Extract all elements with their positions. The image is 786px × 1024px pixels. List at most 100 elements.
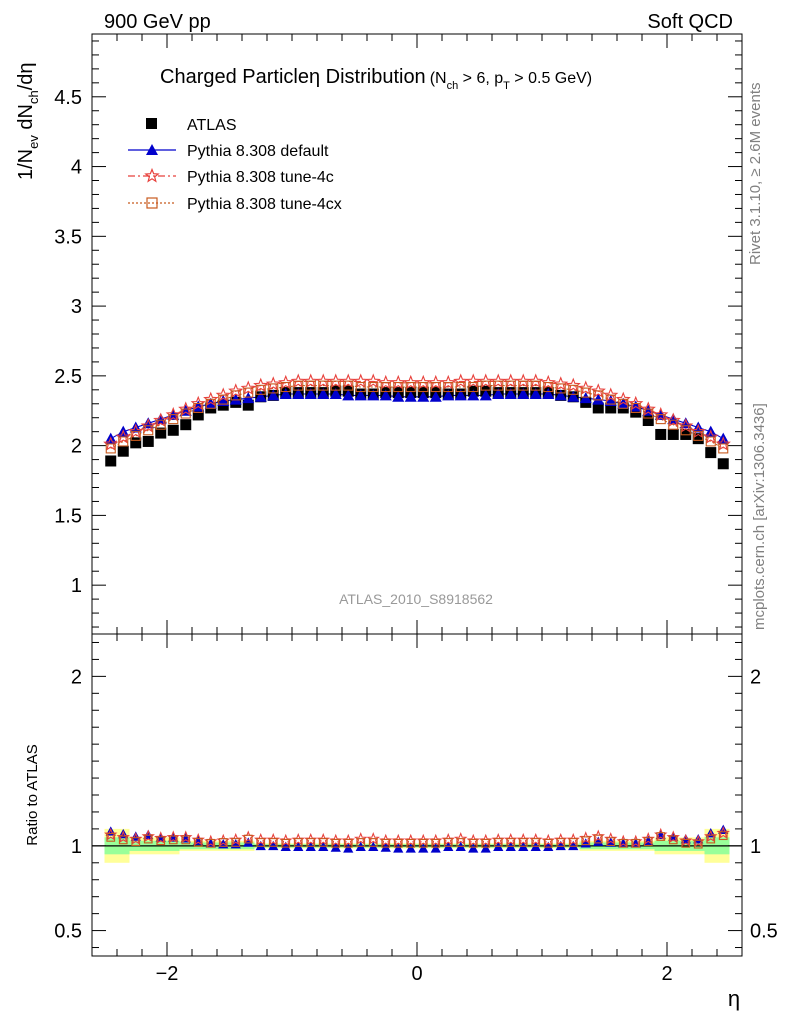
main-point-series-1 (229, 393, 242, 405)
main-point-series-2 (503, 373, 519, 388)
main-point-series-1 (442, 389, 455, 401)
ylabel-sub-b: ch (26, 90, 41, 104)
main-point-series-1 (254, 390, 267, 402)
main-point-series-2 (440, 374, 456, 390)
title-main: Charged Particleη Distribution (160, 66, 426, 88)
main-point-series-3 (618, 398, 629, 409)
main-point-series-2 (415, 374, 431, 390)
ratio-point-series-2 (356, 838, 366, 847)
main-point-series-1 (542, 388, 555, 399)
main-point-series-3 (518, 380, 529, 391)
main-point-series-2 (215, 387, 231, 402)
ratio-point-series-2 (618, 838, 628, 848)
main-point-series-3 (418, 381, 429, 393)
main-point-series-2 (528, 373, 544, 388)
main-point-series-2 (403, 374, 419, 390)
main-point-series-2 (615, 391, 631, 407)
ratio-point-series-2 (493, 838, 503, 847)
main-point-series-1 (379, 389, 392, 401)
ratio-point-series-2 (218, 838, 228, 847)
main-point-series-3 (268, 383, 279, 394)
main-point-series-0 (142, 435, 154, 447)
main-point-series-3 (105, 443, 116, 454)
ratio-point-series-2 (381, 838, 391, 848)
main-point-series-2 (453, 373, 469, 388)
main-point-series-3 (543, 381, 554, 393)
main-point-series-3 (430, 381, 441, 393)
main-point-series-2 (428, 374, 444, 390)
main-point-series-3 (580, 387, 591, 398)
main-point-series-0 (180, 419, 192, 431)
main-point-series-3 (218, 394, 229, 405)
ratio-point-series-0 (430, 843, 441, 853)
analysis-watermark: ATLAS_2010_S8918562 (339, 591, 493, 607)
main-point-series-2 (628, 395, 644, 411)
main-ylabel: 1/Nev dNch/dη (15, 62, 41, 180)
main-point-series-1 (429, 390, 442, 402)
ratio-point-series-2 (293, 838, 303, 847)
ratio-point-series-2 (481, 838, 491, 848)
ratio-point-series-0 (243, 837, 254, 847)
main-point-series-1 (217, 394, 230, 406)
main-point-series-0 (705, 447, 717, 459)
main-point-series-2 (465, 373, 481, 388)
main-point-series-1 (267, 389, 280, 401)
ratio-point-series-2 (531, 838, 541, 847)
main-point-series-3 (355, 381, 366, 393)
main-point-series-0 (642, 415, 654, 427)
main-point-series-2 (553, 376, 569, 391)
main-point-series-2 (640, 401, 656, 416)
main-point-series-3 (243, 387, 254, 398)
main-point-series-2 (240, 380, 256, 395)
ratio-series-markers (104, 824, 730, 853)
main-point-series-3 (655, 414, 666, 425)
legend-label-default: Pythia 8.308 default (187, 143, 329, 160)
ratio-point-series-1 (454, 832, 468, 845)
ratio-point-series-2 (306, 838, 316, 847)
ratio-point-series-0 (418, 843, 429, 853)
ratio-point-series-0 (393, 843, 404, 853)
main-point-series-2 (565, 377, 581, 393)
ratio-point-series-0 (593, 836, 604, 846)
legend-marker-tune4cx (146, 197, 158, 209)
ratio-point-series-2 (343, 838, 353, 848)
ratio-point-series-2 (193, 838, 203, 847)
main-point-series-2 (278, 374, 294, 390)
legend-label-tune4cx: Pythia 8.308 tune-4cx (187, 196, 342, 213)
main-point-series-1 (517, 388, 530, 399)
main-point-series-0 (667, 428, 679, 440)
ylabel-sub-a: ev (26, 135, 41, 149)
ratio-point-series-2 (668, 835, 678, 845)
main-point-series-1 (554, 389, 567, 401)
ratio-point-series-2 (393, 838, 403, 848)
legend-marker-tune4c (144, 167, 160, 183)
main-point-series-3 (605, 394, 616, 405)
title-cond-open: (N (430, 70, 447, 87)
rivet-label: Rivet 3.1.10, ≥ 2.6M events (747, 83, 764, 266)
ratio-y-tick-label: 2 (71, 666, 82, 688)
main-point-series-1 (342, 389, 355, 401)
header-right: Soft QCD (647, 11, 733, 33)
main-point-series-3 (530, 380, 541, 391)
main-point-series-1 (404, 390, 417, 402)
main-point-series-3 (343, 380, 354, 391)
main-point-series-2 (690, 423, 706, 439)
ratio-point-series-2 (556, 838, 566, 847)
main-point-series-3 (643, 408, 654, 419)
main-point-series-3 (130, 430, 141, 441)
main-point-series-3 (405, 381, 416, 393)
ratio-y-tick-label: 1 (71, 836, 82, 858)
main-point-series-1 (592, 393, 605, 405)
main-point-series-2 (340, 373, 356, 388)
main-y-tick-label: 3.5 (54, 226, 82, 248)
main-series-markers (103, 373, 731, 470)
main-point-series-3 (230, 390, 241, 401)
header-left: 900 GeV pp (104, 11, 211, 33)
ratio-point-series-2 (181, 835, 191, 845)
main-point-series-2 (378, 374, 394, 390)
ratio-point-series-0 (480, 843, 491, 853)
ratio-point-series-2 (256, 838, 266, 847)
ratio-point-series-2 (418, 838, 428, 848)
ratio-point-series-2 (243, 834, 253, 844)
main-point-series-3 (505, 380, 516, 391)
